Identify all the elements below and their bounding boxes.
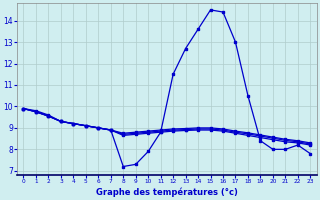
X-axis label: Graphe des températures (°c): Graphe des températures (°c) <box>96 187 238 197</box>
